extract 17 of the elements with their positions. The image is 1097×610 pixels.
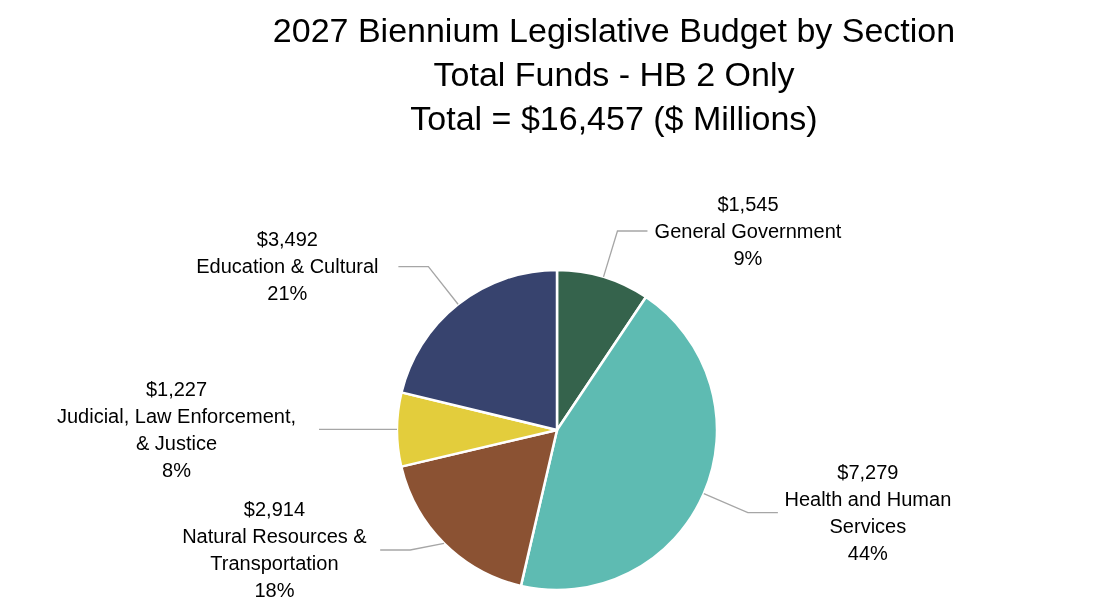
data-label: $1,227 (145, 377, 208, 400)
slice-label: Judicial, Law Enforcement, & Justice (56, 404, 297, 454)
data-label: $2,914 (243, 498, 306, 521)
data-label: $7,279 (837, 460, 899, 483)
slice-label: Education & Cultural (196, 255, 379, 278)
chart-subtitle: Total Funds - HB 2 Only Total = $16,457 ($ Millions) (410, 55, 818, 137)
text: 9% (733, 246, 763, 269)
chart-title: 2027 Biennium Legislative Budget by Section (272, 11, 956, 49)
data-label: $1,545 (717, 192, 779, 215)
slice-label: General Government (654, 219, 842, 242)
slice-label: Natural Resources & Transportation (182, 525, 368, 575)
text: 18% (254, 579, 295, 602)
text: 44% (847, 541, 889, 564)
data-label: $3,492 (256, 228, 318, 251)
slice-label: Health and Human Services (784, 487, 952, 537)
text: 21% (267, 282, 308, 305)
text: 8% (162, 458, 192, 481)
